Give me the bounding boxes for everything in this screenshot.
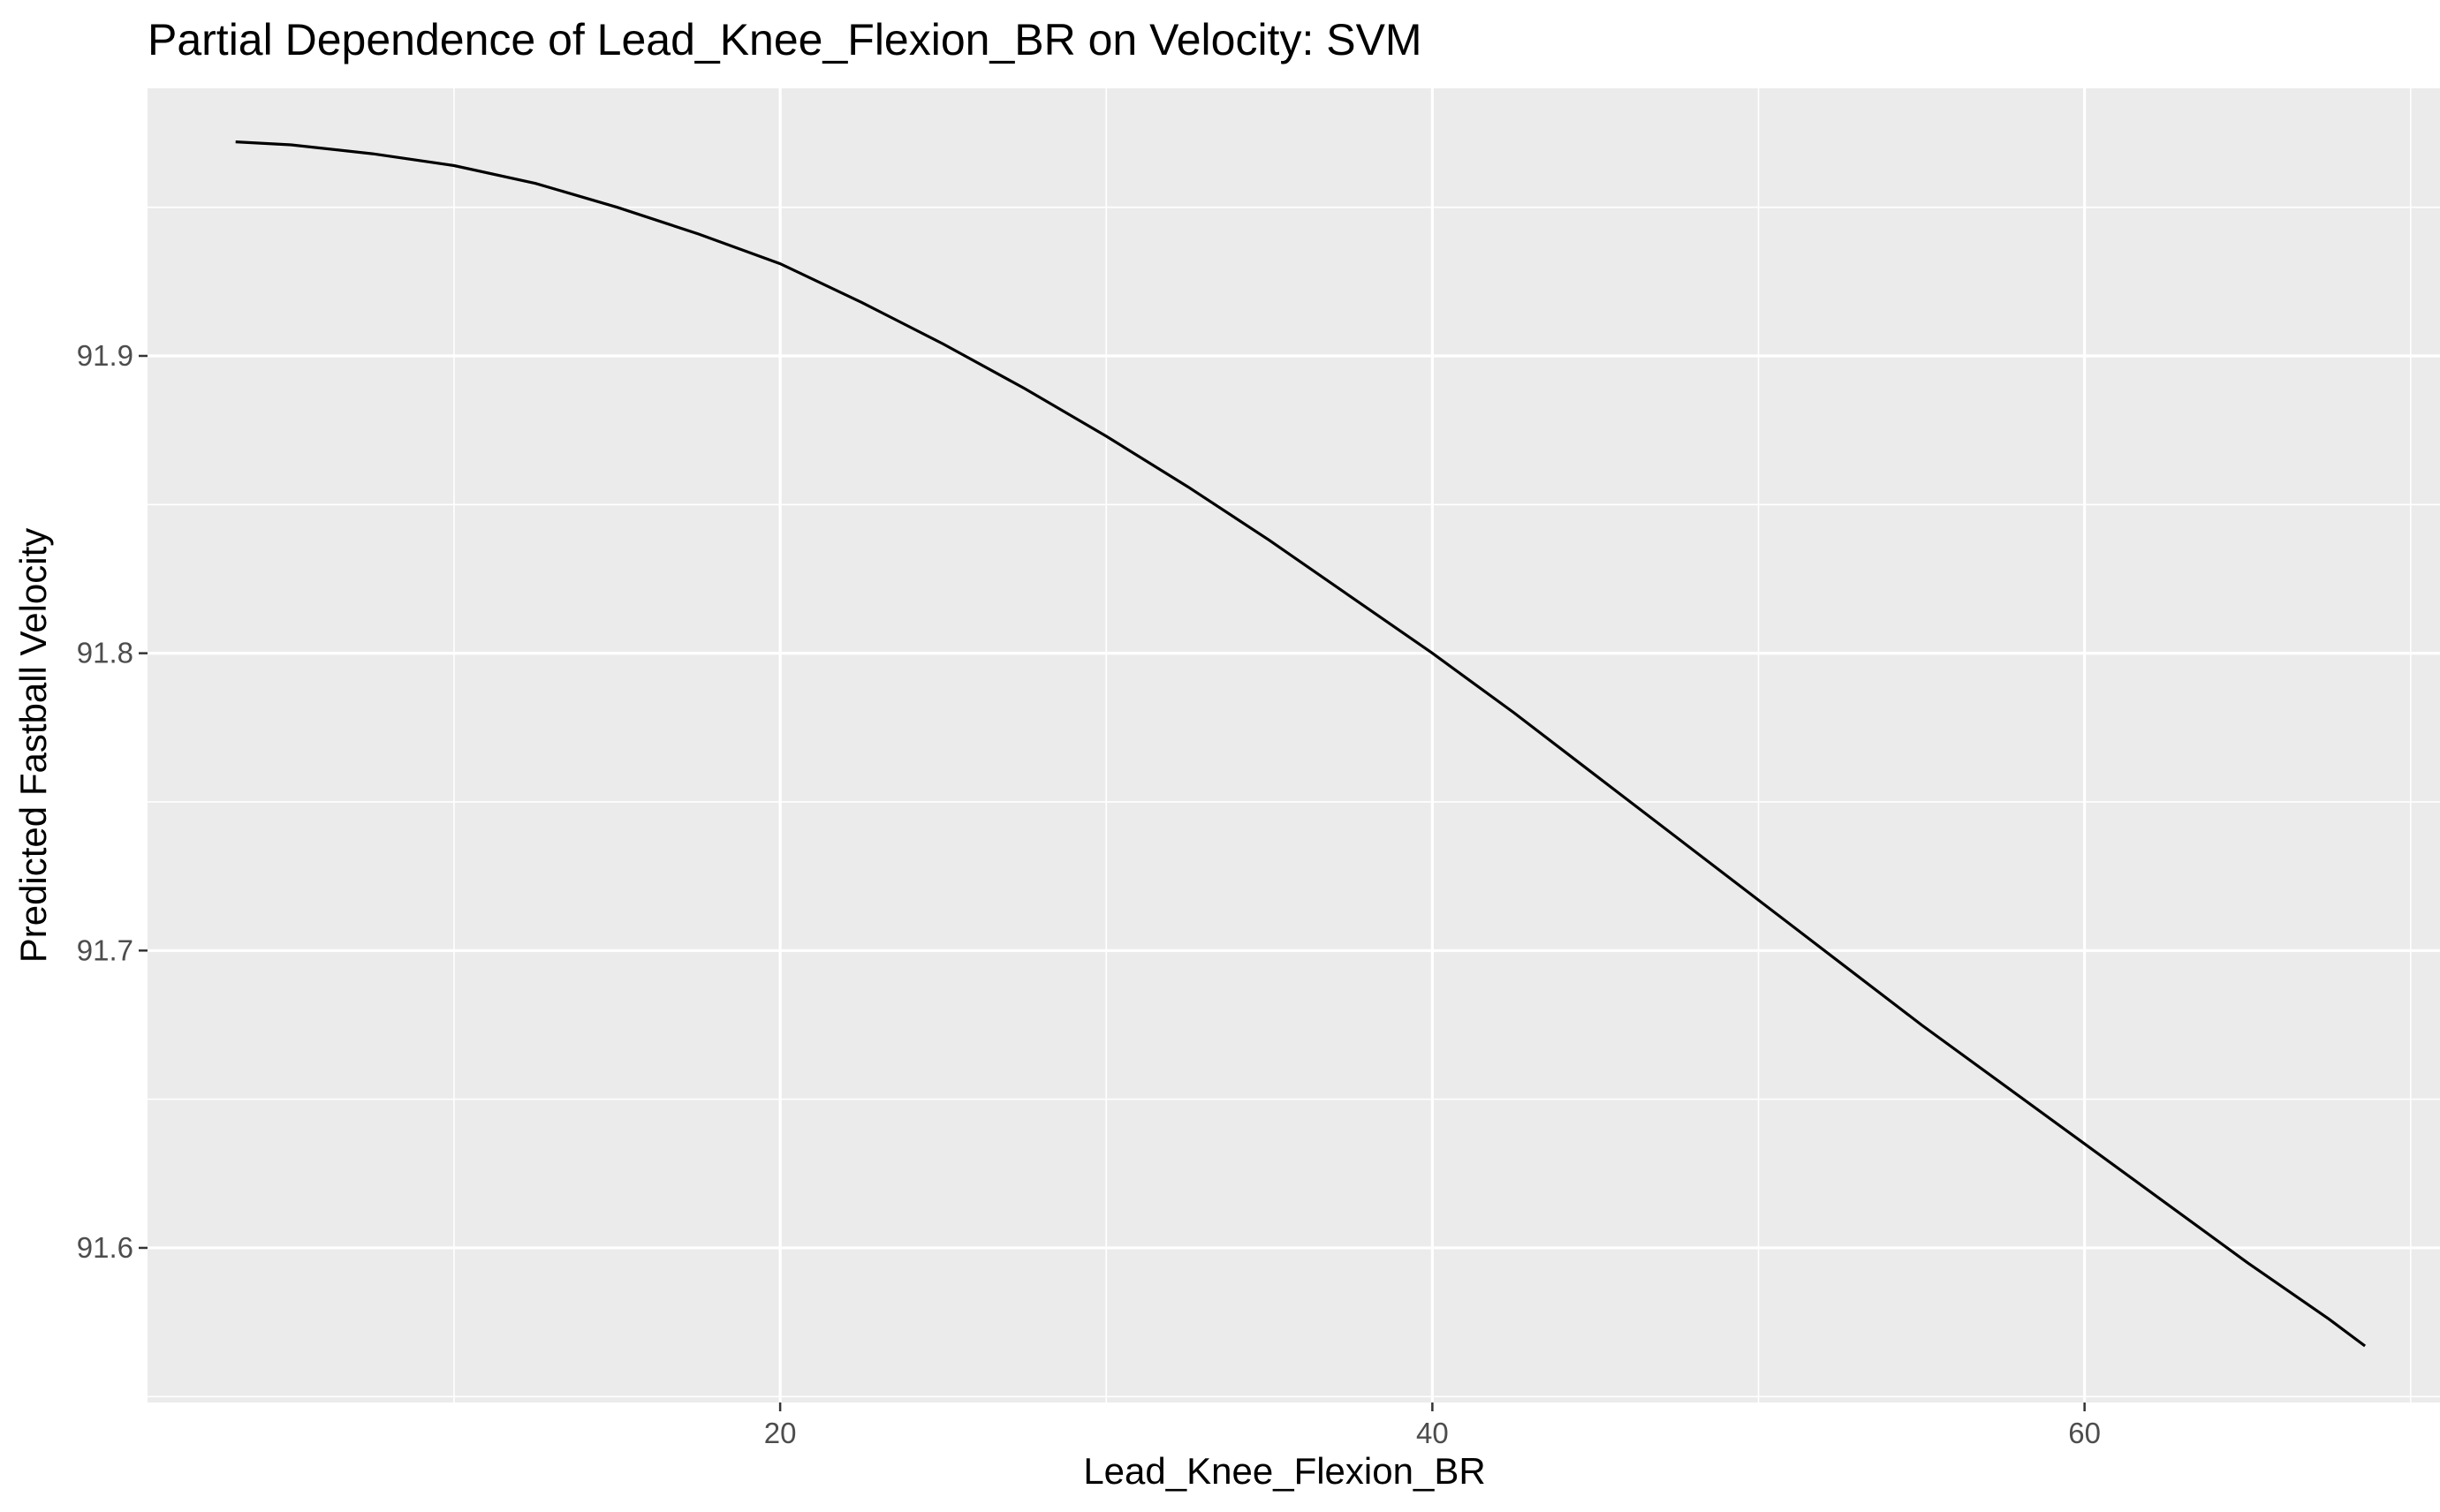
y-tick-label-3: 91.9 xyxy=(77,339,133,372)
x-axis: 20 40 60 xyxy=(764,1402,2101,1449)
x-tick-label-1: 40 xyxy=(1416,1417,1449,1449)
partial-dependence-line xyxy=(235,140,2367,1348)
x-tick-label-0: 20 xyxy=(764,1417,797,1449)
y-tick-label-2: 91.8 xyxy=(77,637,133,669)
y-axis: 91.6 91.7 91.8 91.9 xyxy=(77,339,148,1264)
major-gridlines xyxy=(148,88,2440,1402)
y-tick-label-1: 91.7 xyxy=(77,934,133,966)
x-axis-label: Lead_Knee_Flexion_BR xyxy=(1083,1450,1485,1492)
y-axis-label: Predicted Fastball Velocity xyxy=(12,528,54,964)
x-tick-label-2: 60 xyxy=(2068,1417,2101,1449)
y-tick-label-0: 91.6 xyxy=(77,1231,133,1264)
plot-panel xyxy=(148,88,2440,1402)
chart-title: Partial Dependence of Lead_Knee_Flexion_… xyxy=(148,15,1422,64)
minor-gridlines xyxy=(148,88,2440,1402)
